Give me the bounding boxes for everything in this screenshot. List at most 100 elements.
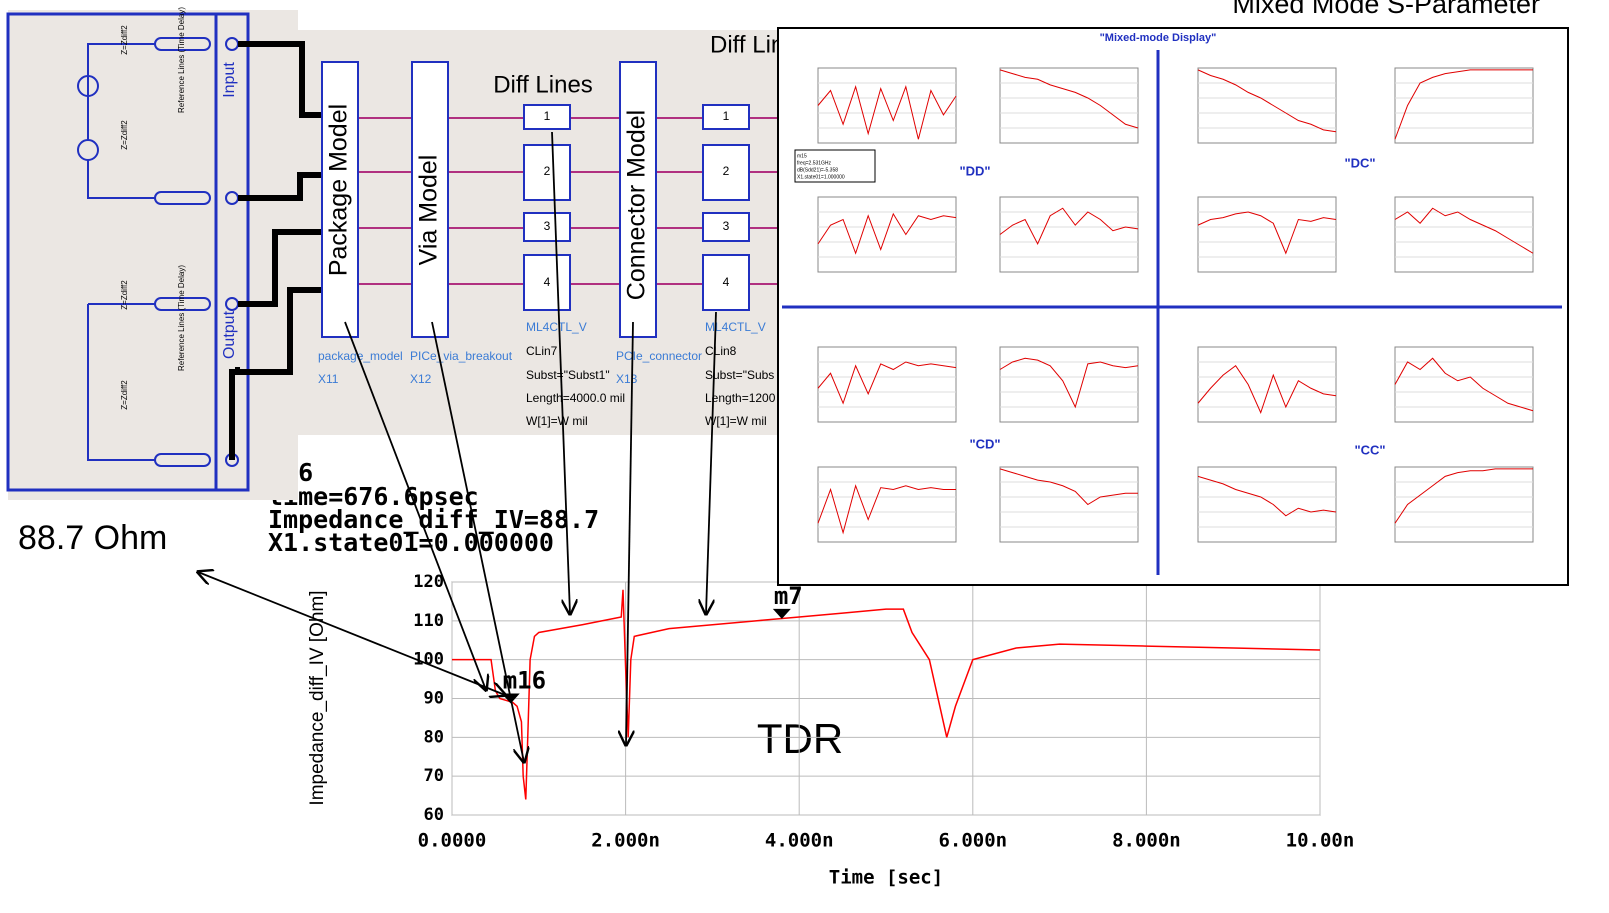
y-tick-label: 80 xyxy=(424,727,444,747)
y-tick-label: 110 xyxy=(413,611,444,631)
y-tick-label: 90 xyxy=(424,689,444,709)
panel-heading: Mixed Mode S-Parameter xyxy=(1232,0,1540,19)
caption: W[1]=W mil xyxy=(526,414,588,428)
ref-label: Reference Lines (Time Delay) xyxy=(177,7,186,113)
ref-label: Z=Zdiff2 xyxy=(120,380,129,410)
quadrant-label: "CD" xyxy=(969,436,1000,451)
marker-symbol xyxy=(772,608,791,619)
caption: PCIe_connector xyxy=(616,349,702,363)
schematic: Package Model Via Model Connector Model … xyxy=(6,7,810,500)
caption: package_model xyxy=(318,349,403,363)
subplot-frame xyxy=(1197,196,1337,273)
readout-line: dB(Sdd21)=-5.358 xyxy=(797,167,838,173)
subplot-trace xyxy=(1394,69,1533,140)
subplot-trace xyxy=(1394,207,1534,254)
annotation: 88.7 Ohm xyxy=(18,519,167,557)
subplot-trace xyxy=(1197,69,1337,133)
arrow xyxy=(198,572,505,695)
x-tick-label: 0.0000 xyxy=(418,830,487,852)
readout-box xyxy=(794,149,876,183)
subplot-frame xyxy=(1394,346,1534,423)
caption: Length=4000.0 mil xyxy=(526,391,625,405)
caption: X11 xyxy=(318,372,339,386)
tdr-chart: Impedance_diff_IV [Ohm] Time [sec] TDR 6… xyxy=(307,572,1354,889)
x-tick-label: 8.000n xyxy=(1112,830,1181,852)
x-tick-label: 2.000n xyxy=(591,830,660,852)
subplot-trace xyxy=(1394,357,1534,412)
subplot-frame xyxy=(1394,67,1534,144)
quadrant-label: "DD" xyxy=(959,163,990,178)
port-label: Input xyxy=(221,62,238,98)
line-number: 3 xyxy=(723,219,730,233)
marker-label: m7 xyxy=(774,582,803,610)
subplot-frame xyxy=(999,466,1139,543)
subplot-trace xyxy=(1197,365,1337,415)
marker-label: m16 xyxy=(503,667,546,695)
subplot-frame xyxy=(1197,346,1337,423)
line-number: 2 xyxy=(723,164,730,178)
blocks xyxy=(321,61,750,338)
port-block xyxy=(6,12,250,492)
caption: PICe_via_breakout xyxy=(410,349,513,363)
caption: W[1]=W mil xyxy=(705,414,767,428)
subplot-trace xyxy=(999,207,1139,246)
subplot-frame xyxy=(1197,67,1337,144)
schematic-bg xyxy=(8,10,298,500)
marker-readout: m16 time=676.6psec Impedance_diff_IV=88.… xyxy=(265,458,780,557)
quadrant-label: "DC" xyxy=(1344,155,1375,170)
arrow xyxy=(431,321,524,762)
line-number: 4 xyxy=(544,275,551,289)
readout-line: Impedance_diff_IV=88.7 xyxy=(268,505,599,534)
arrows xyxy=(198,131,717,762)
caption: Length=1200 xyxy=(705,391,776,405)
subplot-trace xyxy=(999,357,1139,409)
subplot-frame xyxy=(1197,466,1337,543)
caption: ML4CTL_V xyxy=(705,320,766,334)
subplot-trace xyxy=(817,212,957,255)
subplot-trace xyxy=(1394,468,1533,524)
y-tick-label: 70 xyxy=(424,766,444,786)
y-tick-label: 60 xyxy=(424,805,444,825)
line-number: 1 xyxy=(544,109,551,123)
subplot-trace xyxy=(999,468,1138,506)
x-tick-label: 6.000n xyxy=(938,830,1007,852)
panel-title: "Mixed-mode Display" xyxy=(1100,32,1217,44)
x-tick-label: 4.000n xyxy=(765,830,834,852)
line-numbers: 1 2 3 4 1 2 3 4 xyxy=(544,109,730,289)
s-marker-readout: m15 freq=2.531GHz dB(Sdd21)=-5.358 X1.st… xyxy=(794,149,876,183)
readout-line: freq=2.531GHz xyxy=(797,160,832,166)
arrow xyxy=(626,321,633,745)
block-label: Package Model xyxy=(325,104,353,276)
readout-line: X1.state01=1.000000 xyxy=(797,174,845,180)
quadrant-label: "CC" xyxy=(1354,442,1385,457)
arrow xyxy=(344,321,486,690)
block-label: Via Model xyxy=(415,155,443,266)
caption: ML4CTL_V xyxy=(526,320,587,334)
caption: CLin8 xyxy=(705,344,737,358)
subplot-frame xyxy=(999,346,1139,423)
arrow xyxy=(551,131,570,614)
x-tick-label: 10.00n xyxy=(1286,830,1355,852)
caption: X13 xyxy=(616,372,638,386)
block-label: Connector Model xyxy=(623,110,651,300)
readout-box xyxy=(265,462,780,557)
readout-line: X1.state01=0.000000 xyxy=(268,528,554,557)
subplot-frame xyxy=(817,196,957,273)
line-number: 4 xyxy=(723,275,730,289)
subplot-trace xyxy=(999,69,1139,129)
subplot-trace xyxy=(817,85,957,140)
ref-label: Reference Lines (Time Delay) xyxy=(177,265,186,371)
subplot-frame xyxy=(999,67,1139,144)
subplot-frame xyxy=(1394,466,1534,543)
subplot-frame xyxy=(999,196,1139,273)
caption: Subst="Subst1" xyxy=(526,368,610,382)
ref-label: Z=Zdiff2 xyxy=(120,25,129,55)
line-number: 1 xyxy=(723,109,730,123)
subplot-trace xyxy=(1197,211,1337,255)
connection-wires xyxy=(229,41,322,460)
subplot-trace xyxy=(817,361,957,405)
subplot-trace xyxy=(817,484,956,535)
block-label: Diff Lines xyxy=(493,71,593,98)
mixed-mode-panel: "Mixed-mode Display" "DD" "DC" "CD" "CC" xyxy=(777,27,1569,586)
